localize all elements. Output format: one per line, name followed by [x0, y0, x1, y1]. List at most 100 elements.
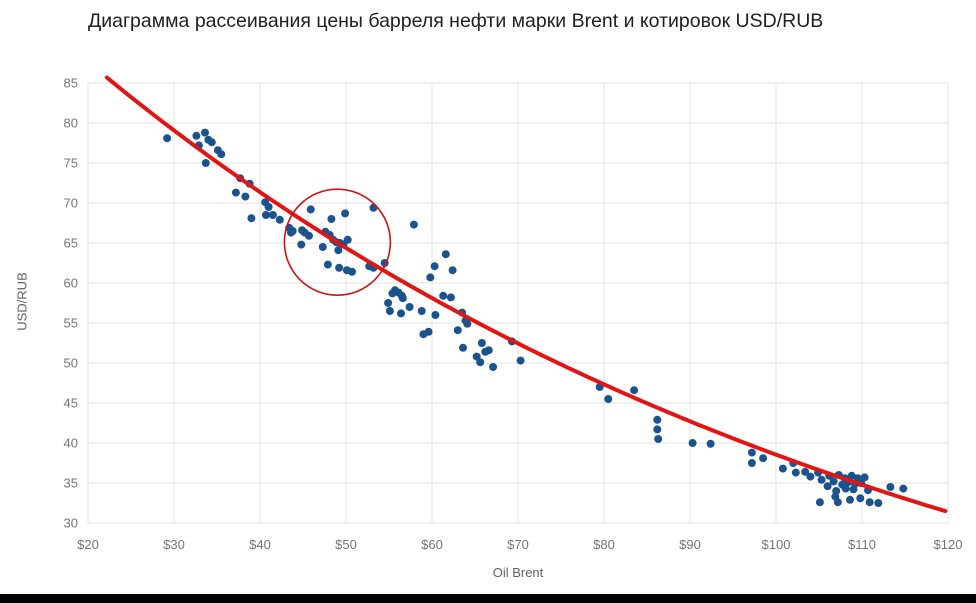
data-point	[207, 138, 216, 147]
y-tick-label: 50	[64, 356, 78, 371]
data-point	[231, 188, 240, 197]
data-point	[801, 467, 810, 476]
data-point	[806, 472, 815, 481]
data-point	[865, 498, 874, 507]
x-tick-label: $80	[593, 537, 615, 552]
data-point	[335, 263, 344, 272]
data-point	[653, 425, 662, 434]
data-point	[430, 262, 439, 271]
data-point	[409, 220, 418, 229]
data-point	[446, 293, 455, 302]
data-point	[201, 159, 210, 167]
y-tick-label: 40	[64, 436, 78, 451]
data-point	[201, 128, 209, 137]
data-point	[860, 473, 869, 482]
data-point	[849, 485, 858, 494]
data-point	[262, 211, 270, 219]
x-tick-label: $50	[335, 537, 357, 552]
data-point	[874, 499, 883, 507]
data-point	[653, 415, 662, 424]
data-point	[778, 464, 787, 473]
data-point	[477, 339, 486, 347]
data-point	[343, 235, 352, 244]
data-point	[463, 319, 472, 328]
data-point	[829, 477, 838, 486]
y-tick-label: 80	[64, 116, 78, 131]
x-tick-label: $90	[679, 537, 701, 552]
data-point	[417, 307, 426, 315]
data-point	[815, 498, 824, 507]
y-tick-label: 85	[64, 76, 78, 91]
data-point	[247, 214, 256, 223]
data-point	[327, 215, 336, 223]
y-tick-label: 45	[64, 396, 78, 411]
y-tick-label: 35	[64, 476, 78, 491]
data-point	[516, 356, 525, 365]
data-point	[275, 215, 284, 224]
data-point	[426, 273, 435, 282]
data-point	[306, 205, 315, 214]
data-point	[398, 294, 407, 303]
data-point	[833, 498, 842, 507]
data-point	[431, 311, 440, 319]
data-point	[297, 240, 306, 249]
data-point	[405, 303, 414, 311]
data-point	[899, 484, 908, 493]
data-point	[424, 327, 433, 336]
y-tick-label: 70	[64, 196, 78, 211]
data-point	[747, 448, 756, 457]
x-tick-label: $110	[848, 537, 876, 552]
y-tick-label: 65	[64, 236, 78, 251]
data-point	[397, 309, 405, 318]
data-point	[630, 386, 639, 395]
data-point	[287, 228, 295, 237]
data-point	[268, 211, 277, 219]
data-point	[886, 483, 895, 491]
data-point	[823, 482, 832, 491]
y-tick-label: 60	[64, 276, 78, 291]
y-tick-label: 55	[64, 316, 78, 331]
x-tick-label: $30	[163, 537, 185, 552]
data-point	[459, 343, 467, 352]
data-point	[688, 439, 697, 447]
data-point	[856, 494, 865, 503]
x-tick-label: $40	[249, 537, 271, 552]
data-point	[439, 291, 448, 300]
x-tick-label: $60	[421, 537, 443, 552]
data-point	[747, 459, 756, 467]
data-point	[384, 299, 393, 307]
data-point	[318, 243, 327, 251]
data-point	[192, 131, 201, 140]
data-point	[305, 231, 313, 240]
data-point	[341, 209, 350, 218]
data-point	[391, 286, 399, 295]
x-tick-label: $120	[934, 537, 963, 552]
data-point	[846, 495, 854, 504]
data-point	[323, 260, 332, 269]
chart-title: Диаграмма рассеивания цены барреля нефти…	[88, 10, 824, 32]
data-point	[817, 475, 826, 484]
data-point	[448, 266, 457, 275]
data-point	[847, 471, 856, 480]
x-tick-label: $20	[77, 537, 99, 552]
data-point	[476, 358, 485, 367]
data-point	[453, 326, 462, 335]
bottom-bar	[0, 594, 976, 603]
annotation-circle	[283, 188, 392, 296]
trendline	[104, 75, 948, 514]
data-point	[841, 484, 850, 493]
data-point	[217, 150, 226, 159]
data-point	[334, 246, 343, 255]
data-point	[369, 203, 378, 212]
data-point	[385, 307, 394, 315]
data-point	[163, 134, 172, 143]
data-point	[604, 395, 613, 403]
x-tick-label: $100	[762, 537, 791, 552]
data-point	[832, 487, 841, 495]
data-point	[264, 203, 273, 211]
data-point	[759, 454, 768, 463]
data-point	[348, 267, 356, 276]
x-tick-label: $70	[507, 537, 529, 552]
